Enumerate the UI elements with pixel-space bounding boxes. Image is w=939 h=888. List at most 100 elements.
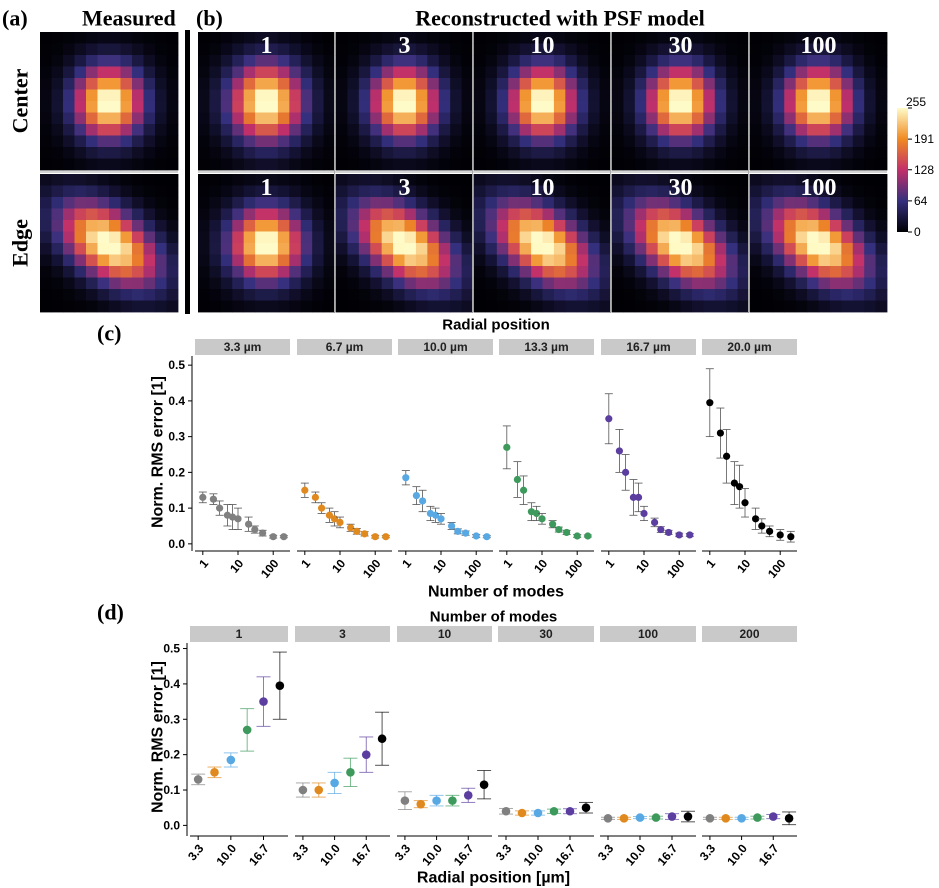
pixel xyxy=(623,101,635,113)
pixel xyxy=(198,101,210,113)
pixel xyxy=(726,159,738,171)
pixel xyxy=(167,197,179,209)
x-tick-label: 100 xyxy=(664,556,688,581)
pixel xyxy=(508,243,520,255)
pixel xyxy=(876,266,888,278)
point xyxy=(210,768,219,777)
pixel xyxy=(209,197,221,209)
pixel xyxy=(658,113,670,125)
pixel xyxy=(347,136,359,148)
pixel xyxy=(450,159,462,171)
pixel xyxy=(98,301,110,313)
pixel xyxy=(155,266,167,278)
pixel xyxy=(301,278,313,290)
pixel xyxy=(75,78,87,90)
pixel xyxy=(819,113,831,125)
pixel xyxy=(244,232,256,244)
pixel xyxy=(796,266,808,278)
pixel xyxy=(738,55,750,67)
pixel xyxy=(635,159,647,171)
pixel xyxy=(221,243,233,255)
pixel xyxy=(63,101,75,113)
pixel xyxy=(359,255,371,267)
pixel xyxy=(750,44,762,56)
pixel xyxy=(600,220,612,232)
x-tick-label: 10.0 xyxy=(317,841,343,868)
pixel xyxy=(312,113,324,125)
pixel xyxy=(497,174,509,186)
pixel xyxy=(63,289,75,301)
pixel xyxy=(40,278,52,290)
pixel xyxy=(853,136,865,148)
pixel xyxy=(612,147,624,159)
pixel xyxy=(681,147,693,159)
pixel xyxy=(853,266,865,278)
x-tick-label: 16.7 xyxy=(349,841,375,868)
pixel xyxy=(738,197,750,209)
pixel xyxy=(324,136,336,148)
pixel xyxy=(132,255,144,267)
pixel xyxy=(554,136,566,148)
pixel xyxy=(773,197,785,209)
pixel xyxy=(289,209,301,221)
pixel xyxy=(439,147,451,159)
pixel xyxy=(427,32,439,44)
pixel xyxy=(221,220,233,232)
pixel xyxy=(40,197,52,209)
pixel xyxy=(738,232,750,244)
pixel xyxy=(600,159,612,171)
pixel xyxy=(520,266,532,278)
pixel xyxy=(876,136,888,148)
pixel xyxy=(715,32,727,44)
pixel xyxy=(209,32,221,44)
point xyxy=(462,530,469,537)
pixel xyxy=(167,101,179,113)
pixel xyxy=(75,124,87,136)
column-label: 1 xyxy=(261,175,273,201)
pixel xyxy=(784,44,796,56)
pixel xyxy=(681,243,693,255)
pixel xyxy=(520,147,532,159)
pixel xyxy=(221,101,233,113)
pixel xyxy=(853,289,865,301)
pixel xyxy=(86,55,98,67)
pixel xyxy=(830,209,842,221)
pixel xyxy=(462,197,474,209)
pixel xyxy=(370,136,382,148)
pixel xyxy=(612,220,624,232)
pixel xyxy=(86,186,98,198)
pixel xyxy=(289,243,301,255)
facet-label: 1 xyxy=(236,627,243,641)
point xyxy=(372,533,379,540)
facet-label: 20.0 µm xyxy=(727,340,771,354)
pixel xyxy=(221,255,233,267)
pixel xyxy=(427,101,439,113)
point xyxy=(243,726,252,735)
pixel xyxy=(416,44,428,56)
pixel xyxy=(359,124,371,136)
point xyxy=(432,796,441,805)
pixel xyxy=(577,232,589,244)
pixel xyxy=(359,174,371,186)
pixel xyxy=(450,278,462,290)
pixel xyxy=(600,197,612,209)
pixel xyxy=(382,289,394,301)
pixel xyxy=(497,78,509,90)
pixel xyxy=(450,197,462,209)
pixel xyxy=(278,67,290,79)
x-tick-label: 3.3 xyxy=(595,841,617,863)
pixel xyxy=(393,243,405,255)
pixel xyxy=(324,174,336,186)
pixel xyxy=(485,197,497,209)
pixel xyxy=(773,44,785,56)
pixel xyxy=(63,209,75,221)
pixel xyxy=(864,243,876,255)
point xyxy=(454,528,461,535)
y-tick-label: 0.4 xyxy=(163,677,180,691)
pixel xyxy=(819,266,831,278)
pixel xyxy=(554,232,566,244)
pixel xyxy=(474,55,486,67)
pixel xyxy=(244,147,256,159)
pixel xyxy=(370,243,382,255)
pixel xyxy=(209,90,221,102)
